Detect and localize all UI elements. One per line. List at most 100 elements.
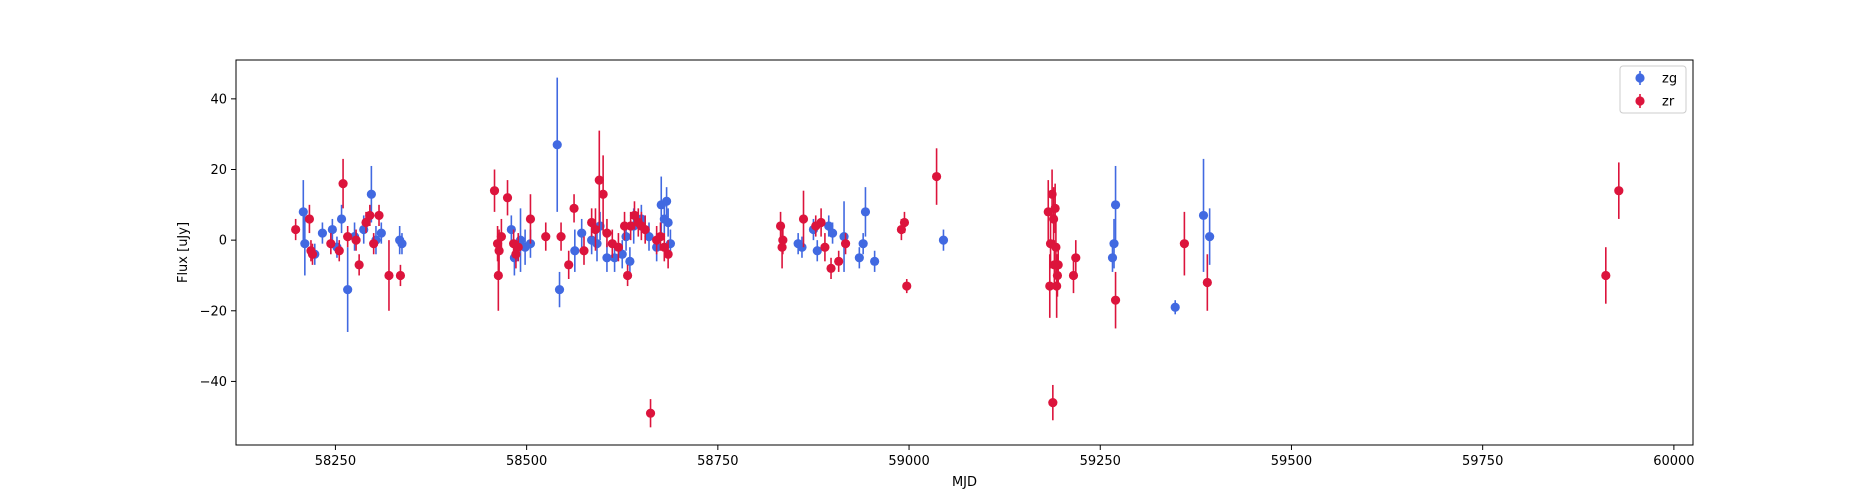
data-point-zr <box>598 189 608 199</box>
data-point-zg <box>870 256 880 266</box>
data-point-zr <box>494 246 504 256</box>
data-point-zr <box>361 217 371 228</box>
data-point-zg <box>797 242 807 252</box>
data-point-zr <box>626 221 636 231</box>
data-point-zg <box>298 207 308 217</box>
data-point-zg <box>570 246 580 256</box>
data-point-zr <box>556 232 566 242</box>
data-point-zr <box>489 186 500 196</box>
data-point-zg <box>343 284 353 295</box>
data-point-zr <box>899 217 910 228</box>
legend-marker-zr <box>1635 96 1645 106</box>
x-tick-label: 59000 <box>888 454 929 469</box>
data-point-zr <box>1179 239 1189 249</box>
data-point-zr <box>493 270 503 281</box>
data-point-zg <box>1205 232 1215 242</box>
data-point-zr <box>513 242 523 252</box>
data-point-zr <box>525 214 536 224</box>
legend-label-zr: zr <box>1662 95 1675 110</box>
data-point-zg <box>938 235 949 245</box>
data-point-zg <box>336 214 347 224</box>
data-point-zr <box>326 239 336 249</box>
data-point-zg <box>327 224 337 235</box>
data-point-zg <box>366 189 376 199</box>
data-point-zr <box>291 224 301 235</box>
data-point-zr <box>343 232 353 242</box>
data-point-zr <box>902 281 912 291</box>
data-point-zg <box>552 140 562 150</box>
legend-marker-zg <box>1635 73 1645 83</box>
data-point-zr <box>365 210 375 221</box>
data-point-zg <box>1198 210 1209 221</box>
data-point-zr <box>541 232 551 242</box>
y-tick-label: −40 <box>200 375 227 390</box>
data-point-zr <box>931 171 942 182</box>
data-point-zr <box>1051 242 1061 252</box>
legend-label-zg: zg <box>1662 72 1677 87</box>
data-point-zr <box>1043 207 1053 217</box>
data-point-zg <box>827 228 838 238</box>
data-point-zr <box>1202 277 1212 288</box>
data-point-zg <box>663 217 673 228</box>
data-point-zg <box>376 228 386 238</box>
series-zg <box>298 77 1215 332</box>
data-point-zr <box>820 242 830 252</box>
plot-area-frame <box>235 59 1694 446</box>
data-point-zr <box>840 239 851 249</box>
data-point-zr <box>395 270 406 281</box>
data-point-zr <box>826 263 836 273</box>
data-point-zr <box>663 249 673 259</box>
series-zr <box>291 130 1624 428</box>
data-point-zr <box>777 242 787 252</box>
data-point-zr <box>798 214 809 224</box>
data-point-zg <box>554 284 565 295</box>
data-point-zr <box>502 193 513 203</box>
data-point-zg <box>812 246 822 256</box>
data-point-zr <box>655 232 666 242</box>
data-point-zg <box>824 221 834 231</box>
axis-ticks: 58250 58500 58750 59000 59250 59500 59750 60000… <box>200 92 1695 469</box>
data-point-zg <box>644 232 654 242</box>
series-layer <box>291 77 1624 428</box>
data-point-zr <box>1048 398 1058 408</box>
data-point-zr <box>354 260 364 270</box>
x-tick-label: 58500 <box>506 454 547 469</box>
x-tick-label: 59500 <box>1271 454 1312 469</box>
data-point-zr <box>1045 281 1055 291</box>
data-point-zr <box>594 175 604 185</box>
data-point-zg <box>858 239 868 249</box>
data-point-zr <box>775 221 786 231</box>
data-point-zg <box>1110 200 1121 210</box>
data-point-zr <box>384 270 394 281</box>
data-point-zg <box>854 253 864 263</box>
data-point-zr <box>569 203 579 213</box>
data-point-zr <box>369 239 379 249</box>
data-point-zr <box>1052 281 1062 291</box>
data-point-zr <box>351 235 361 245</box>
data-point-zr <box>834 256 844 266</box>
data-point-zg <box>621 232 631 242</box>
data-point-zr <box>1053 260 1063 270</box>
data-point-zr <box>613 242 624 252</box>
data-point-zr <box>334 246 344 256</box>
data-point-zg <box>860 207 871 217</box>
y-tick-label: −20 <box>200 304 227 319</box>
data-point-zr <box>496 232 506 242</box>
y-tick-label: 40 <box>210 92 227 107</box>
x-tick-label: 59250 <box>1080 454 1121 469</box>
data-point-zr <box>659 242 669 252</box>
data-point-zr <box>816 217 826 228</box>
data-point-zr <box>622 270 633 281</box>
data-point-zr <box>338 179 348 189</box>
data-point-zg <box>617 249 627 259</box>
y-tick-label: 20 <box>210 163 227 178</box>
data-point-zr <box>778 235 788 245</box>
data-point-zg <box>602 253 612 263</box>
data-point-zr <box>307 249 318 259</box>
data-point-zr <box>1110 295 1121 305</box>
data-point-zr <box>564 260 574 270</box>
data-point-zr <box>374 210 384 221</box>
data-point-zr <box>1050 203 1060 213</box>
